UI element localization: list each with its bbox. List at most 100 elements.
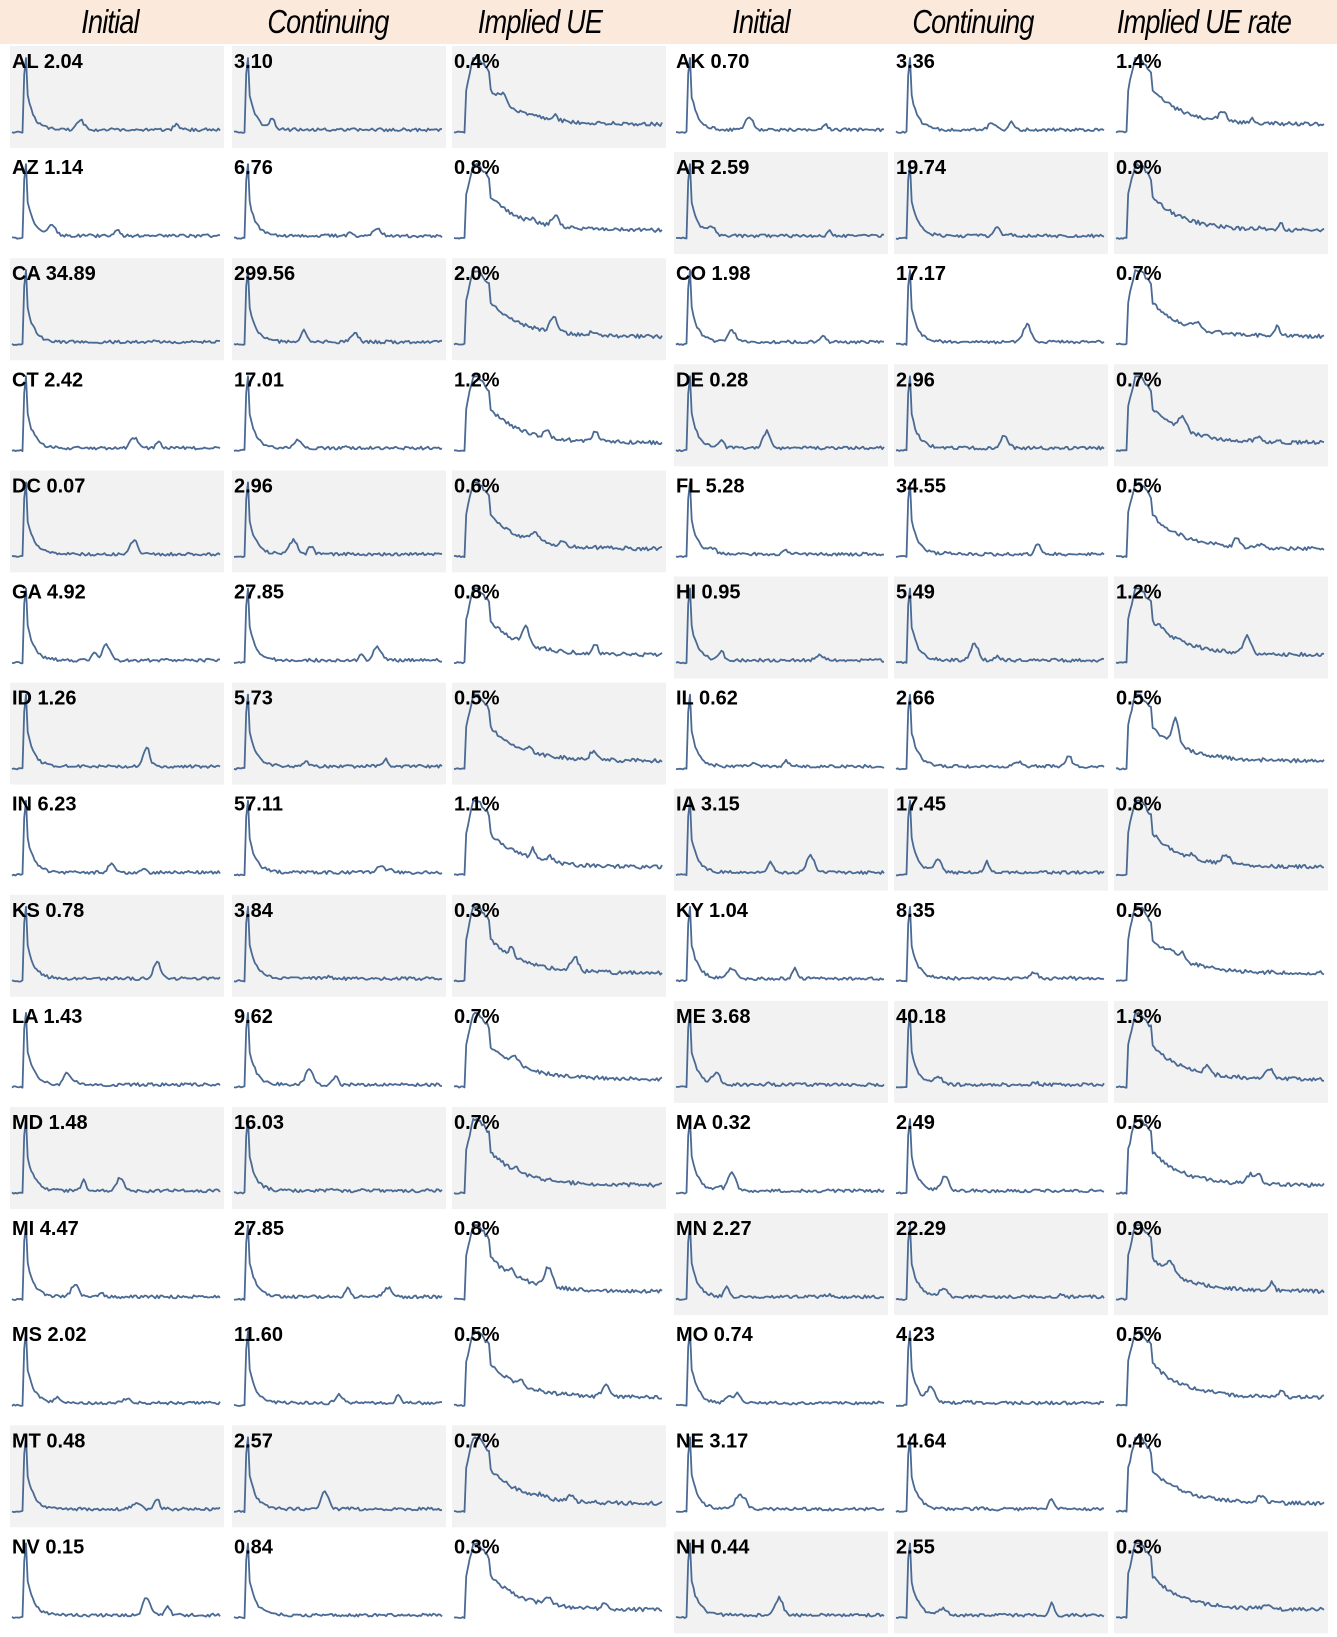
value-label: 0.8% bbox=[454, 582, 500, 604]
cell-shading bbox=[452, 1425, 666, 1528]
state-label: AK 0.70 bbox=[676, 51, 749, 73]
cell-shading bbox=[1114, 1531, 1328, 1634]
value-label: 14.64 bbox=[896, 1430, 947, 1452]
sparkline-line bbox=[453, 163, 663, 240]
sparkline-line bbox=[675, 905, 885, 983]
value-label: 2.57 bbox=[234, 1430, 273, 1452]
state-label: KS 0.78 bbox=[12, 900, 84, 922]
sparkline-line bbox=[233, 905, 443, 983]
sparkline-line bbox=[11, 1224, 221, 1301]
value-label: 0.9% bbox=[1116, 157, 1162, 179]
value-label: 3.84 bbox=[234, 900, 274, 922]
sparkline-line bbox=[1115, 375, 1325, 452]
sparkline-ca-ue: 2.0% bbox=[452, 258, 666, 361]
value-label: 0.3% bbox=[454, 900, 500, 922]
sparkline-line bbox=[675, 693, 885, 771]
sparkline-line bbox=[453, 693, 663, 771]
cell-shading bbox=[674, 1213, 888, 1316]
sparkline-line bbox=[895, 375, 1105, 452]
sparkline-line bbox=[895, 905, 1105, 983]
sparkline-line bbox=[1115, 1224, 1325, 1301]
sparkline-ks-continuing: 3.84 bbox=[232, 894, 446, 997]
sparkline-il-ue: 0.5% bbox=[1115, 688, 1325, 771]
sparkline-line bbox=[1115, 1012, 1325, 1089]
sparkline-nh-initial: NH 0.44 bbox=[674, 1531, 888, 1634]
sparkline-nh-continuing: 2.55 bbox=[894, 1531, 1108, 1634]
value-label: 17.01 bbox=[234, 369, 284, 391]
sparkline-line bbox=[1115, 1330, 1325, 1407]
sparkline-in-continuing: 57.11 bbox=[233, 794, 443, 877]
sparkline-az-ue: 0.8% bbox=[453, 157, 663, 240]
sparkline-line bbox=[675, 587, 885, 665]
state-label: HI 0.95 bbox=[676, 582, 740, 604]
value-label: 0.5% bbox=[1116, 688, 1162, 710]
state-label: FL 5.28 bbox=[676, 475, 745, 497]
sparkline-line bbox=[233, 163, 443, 240]
sparkline-line bbox=[1115, 163, 1325, 240]
cell-shading bbox=[452, 46, 666, 148]
sparkline-line bbox=[11, 693, 221, 771]
value-label: 17.17 bbox=[896, 263, 946, 285]
sparkline-line bbox=[453, 1224, 663, 1301]
value-label: 2.96 bbox=[896, 369, 935, 391]
value-label: 2.49 bbox=[896, 1112, 935, 1134]
sparkline-nh-ue: 0.3% bbox=[1114, 1531, 1328, 1634]
sparkline-line bbox=[675, 375, 885, 453]
sparkline-md-ue: 0.7% bbox=[452, 1107, 666, 1209]
value-label: 19.74 bbox=[896, 157, 947, 179]
sparkline-line bbox=[233, 799, 443, 877]
value-label: 34.55 bbox=[896, 475, 946, 497]
cell-shading bbox=[452, 894, 666, 997]
value-label: 0.6% bbox=[454, 475, 500, 497]
sparkline-line bbox=[1115, 1542, 1325, 1619]
sparkline-mt-ue: 0.7% bbox=[452, 1425, 666, 1528]
state-label: DC 0.07 bbox=[12, 475, 85, 497]
sparkline-dc-ue: 0.6% bbox=[452, 470, 666, 573]
sparkline-line bbox=[1115, 481, 1325, 559]
column-header-initial: Initial bbox=[81, 3, 139, 40]
sparkline-line bbox=[453, 1118, 663, 1195]
sparkline-ga-initial: GA 4.92 bbox=[11, 582, 220, 665]
state-label: CA 34.89 bbox=[12, 263, 96, 285]
column-header-continuing: Continuing bbox=[267, 3, 389, 40]
cell-shading bbox=[1114, 152, 1328, 255]
cell-shading bbox=[894, 1531, 1108, 1634]
sparkline-in-ue: 1.1% bbox=[453, 794, 663, 876]
value-label: 0.84 bbox=[234, 1536, 274, 1558]
value-label: 4.23 bbox=[896, 1324, 935, 1346]
sparkline-line bbox=[11, 375, 221, 452]
sparkline-line bbox=[1115, 906, 1325, 983]
sparkline-ms-continuing: 11.60 bbox=[233, 1324, 443, 1407]
sparkline-line bbox=[453, 481, 663, 558]
state-label: CT 2.42 bbox=[12, 369, 83, 391]
sparkline-line bbox=[676, 57, 885, 134]
sparkline-line bbox=[233, 269, 442, 346]
sparkline-mn-initial: MN 2.27 bbox=[674, 1213, 888, 1316]
sparkline-hi-ue: 1.2% bbox=[1114, 576, 1328, 679]
sparkline-line bbox=[233, 693, 443, 771]
sparkline-al-continuing: 3.10 bbox=[232, 46, 446, 148]
sparkline-md-continuing: 16.03 bbox=[232, 1107, 446, 1209]
sparkline-il-initial: IL 0.62 bbox=[675, 688, 885, 771]
sparkline-ky-ue: 0.5% bbox=[1115, 900, 1325, 983]
sparkline-mt-continuing: 2.57 bbox=[232, 1425, 446, 1528]
sparkline-line bbox=[895, 57, 1105, 134]
sparkline-hi-initial: HI 0.95 bbox=[674, 576, 888, 679]
sparkline-dc-continuing: 2.96 bbox=[232, 470, 446, 573]
value-label: 0.7% bbox=[1116, 263, 1162, 285]
sparkline-hi-continuing: 5.49 bbox=[894, 576, 1108, 679]
sparkline-mn-ue: 0.9% bbox=[1114, 1213, 1328, 1316]
sparkline-de-initial: DE 0.28 bbox=[674, 364, 888, 467]
sparkline-line bbox=[11, 1012, 221, 1089]
sparkline-line bbox=[233, 57, 442, 134]
value-label: 0.8% bbox=[1116, 794, 1162, 816]
sparkline-ct-initial: CT 2.42 bbox=[11, 369, 221, 452]
sparkline-id-continuing: 5.73 bbox=[232, 682, 446, 785]
value-label: 5.73 bbox=[234, 688, 273, 710]
sparkline-me-continuing: 40.18 bbox=[894, 1000, 1108, 1103]
value-label: 17.45 bbox=[896, 794, 946, 816]
state-label: IL 0.62 bbox=[676, 688, 738, 710]
sparkline-line bbox=[895, 693, 1105, 771]
sparkline-line bbox=[11, 1118, 221, 1195]
